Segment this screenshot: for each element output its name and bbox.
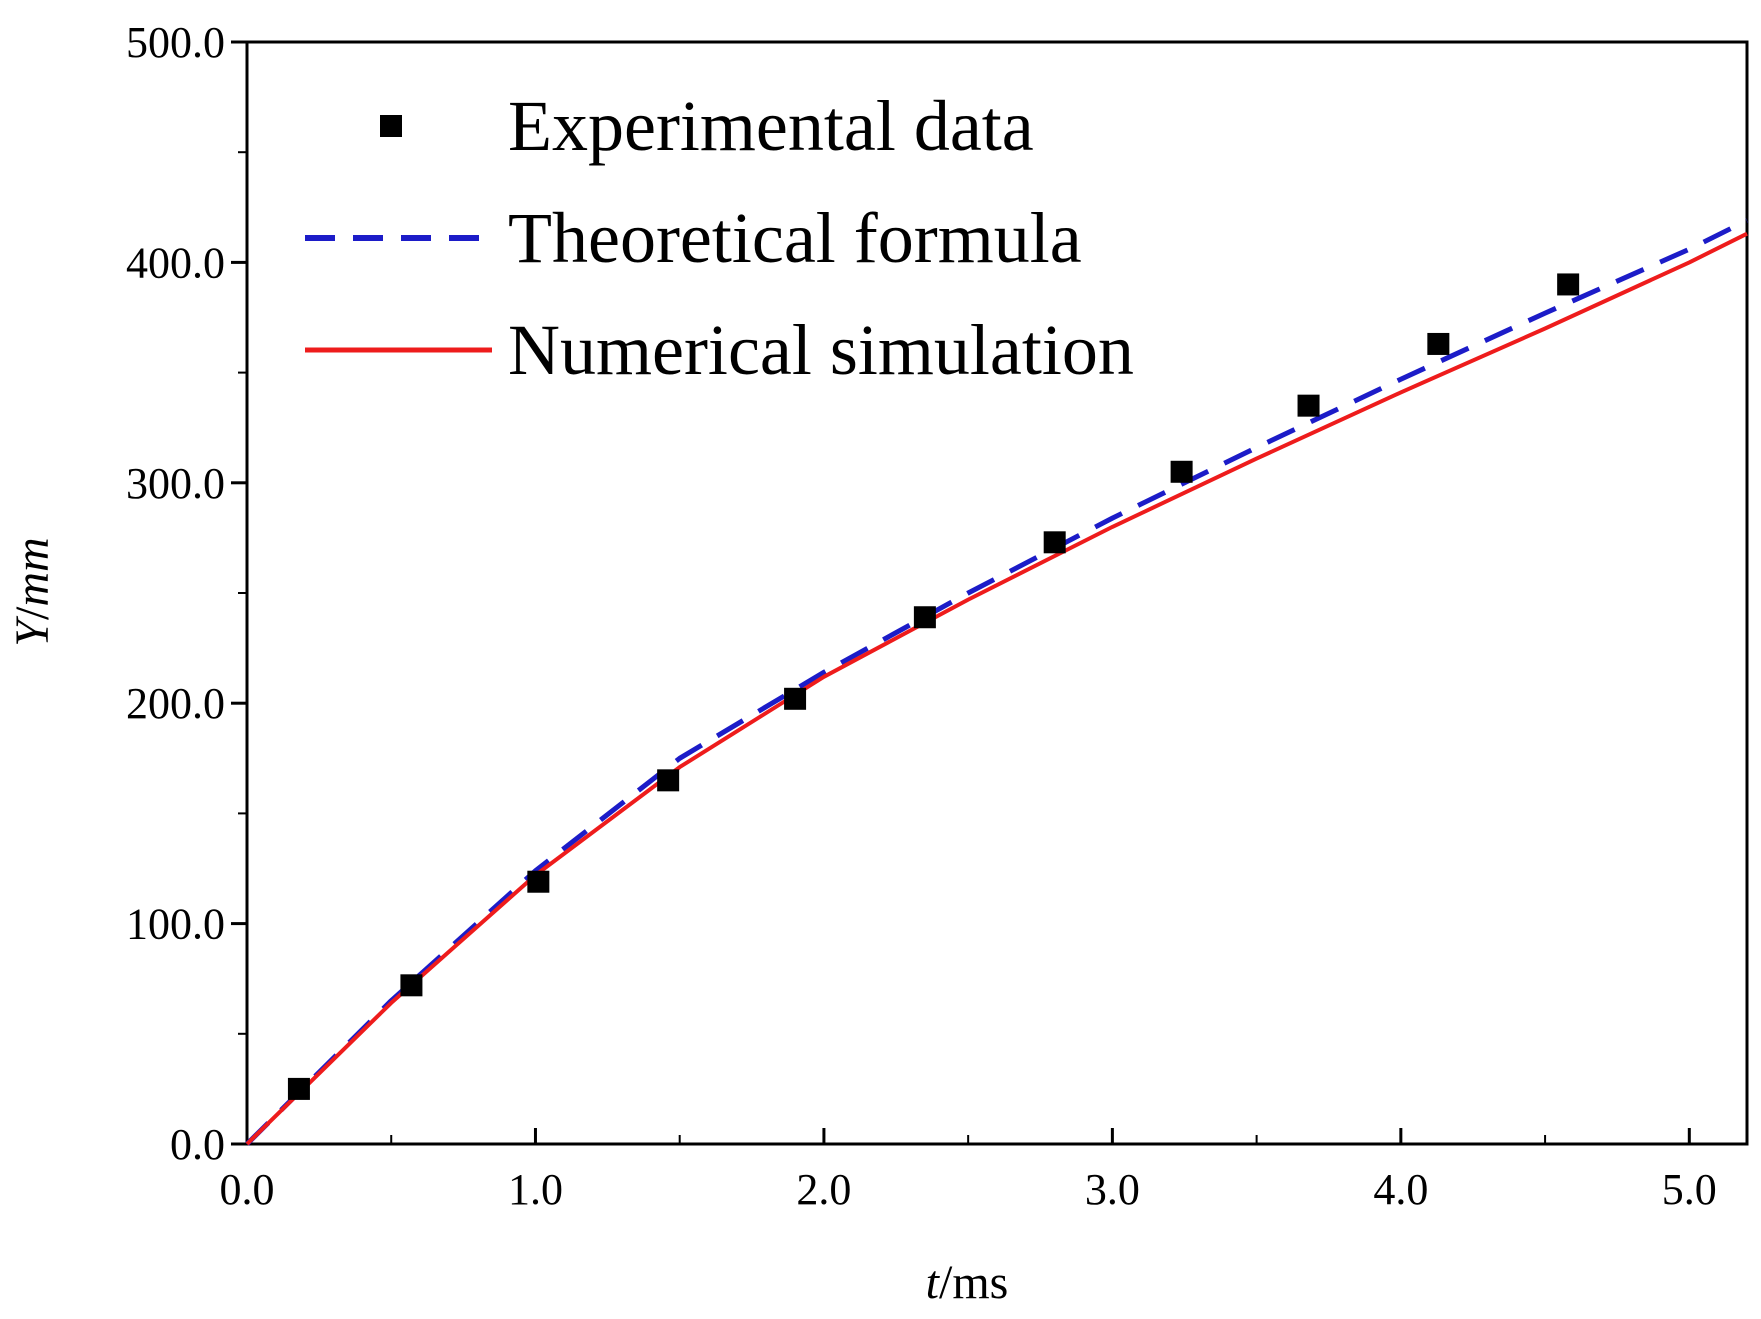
y-tick-label: 0.0 [170,1120,225,1169]
legend-label-experimental: Experimental data [508,86,1034,166]
theoretical-formula-line [245,218,1749,1146]
x-tick-label: 2.0 [796,1165,851,1214]
experimental-point [657,769,680,792]
x-tick-label: 1.0 [508,1165,563,1214]
y-tick-label: 400.0 [126,238,225,287]
legend-label-theoretical: Theoretical formula [508,198,1082,278]
x-axis-title: t/ms [926,1256,1009,1309]
experimental-point [913,606,936,629]
legend-marker-experimental [380,115,402,137]
experimental-point [1170,460,1193,483]
experimental-point [1297,394,1320,417]
legend-label-numerical: Numerical simulation [508,310,1134,390]
x-tick-label: 5.0 [1662,1165,1717,1214]
experimental-point [1557,273,1580,296]
experimental-point [1043,531,1066,554]
axis-ticks [231,40,1691,1146]
x-tick-label: 0.0 [220,1165,275,1214]
y-tick-label: 500.0 [126,18,225,67]
y-tick-label: 200.0 [126,679,225,728]
experimental-point [784,687,807,710]
legend: Experimental data Theoretical formula Nu… [305,86,1134,390]
experimental-point [527,870,550,893]
experimental-point [1427,332,1450,355]
experimental-point [400,974,423,997]
numerical-simulation-line [245,231,1748,1146]
x-tick-label: 3.0 [1085,1165,1140,1214]
y-tick-label: 100.0 [126,900,225,949]
y-tick-label: 300.0 [126,459,225,508]
tick-labels: 0.0 1.0 2.0 3.0 4.0 5.0 0.0 100.0 200.0 300.0 400.… [126,18,1717,1214]
experimental-point [287,1077,310,1100]
series-layer [245,218,1749,1146]
x-tick-label: 4.0 [1373,1165,1428,1214]
y-axis-title: Y/mm [6,537,59,646]
